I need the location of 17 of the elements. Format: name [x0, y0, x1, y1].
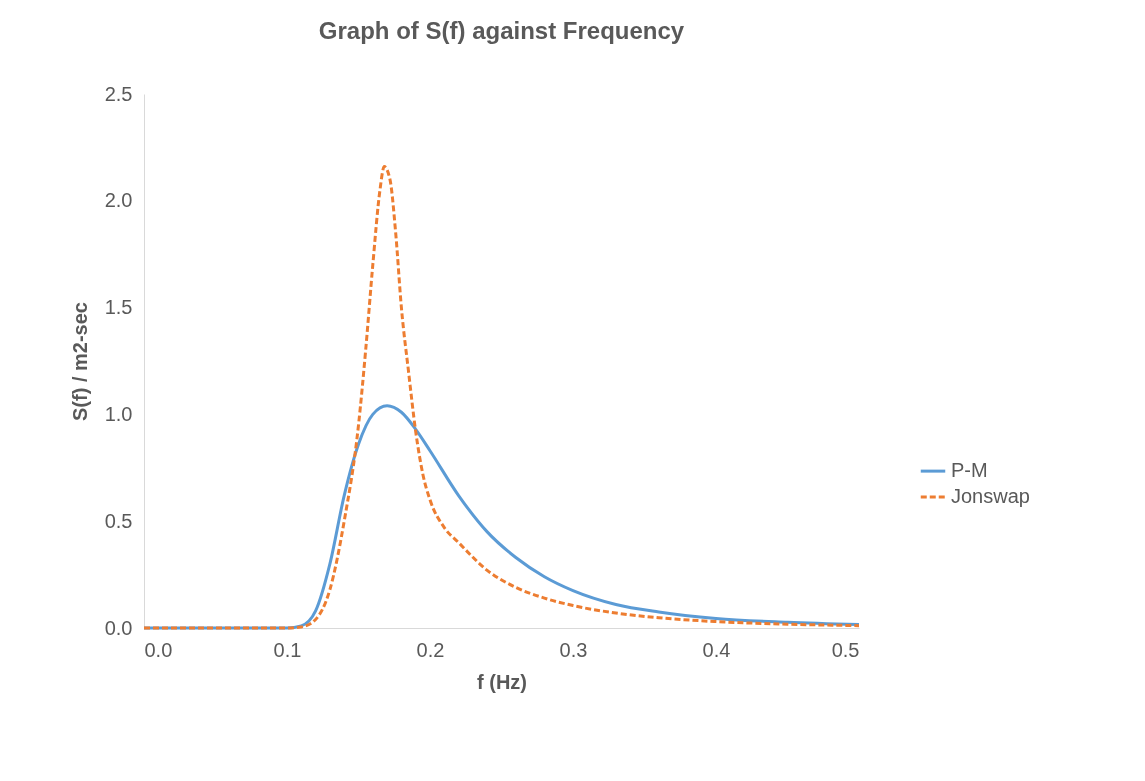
y-tick-label: 2.0 — [104, 189, 133, 212]
x-tick-label: 0.0 — [144, 638, 173, 661]
y-axis-title: S(f) / m2-sec — [68, 302, 91, 421]
y-tick-label: 0.5 — [104, 509, 133, 532]
legend-label: Jonswap — [951, 485, 1030, 508]
x-tick-label: 0.2 — [416, 638, 445, 661]
y-tick-label: 1.0 — [104, 402, 133, 425]
x-tick-label: 0.3 — [559, 638, 588, 661]
x-tick-label: 0.5 — [831, 638, 860, 661]
y-tick-label: 1.5 — [104, 296, 133, 319]
x-tick-label: 0.4 — [702, 638, 731, 661]
chart-title: Graph of S(f) against Frequency — [318, 17, 685, 44]
y-tick-label: 0.0 — [104, 616, 133, 639]
legend-label: P-M — [951, 459, 988, 482]
y-tick-label: 2.5 — [104, 82, 133, 105]
x-tick-label: 0.1 — [273, 638, 302, 661]
x-axis-title: f (Hz) — [477, 670, 527, 693]
